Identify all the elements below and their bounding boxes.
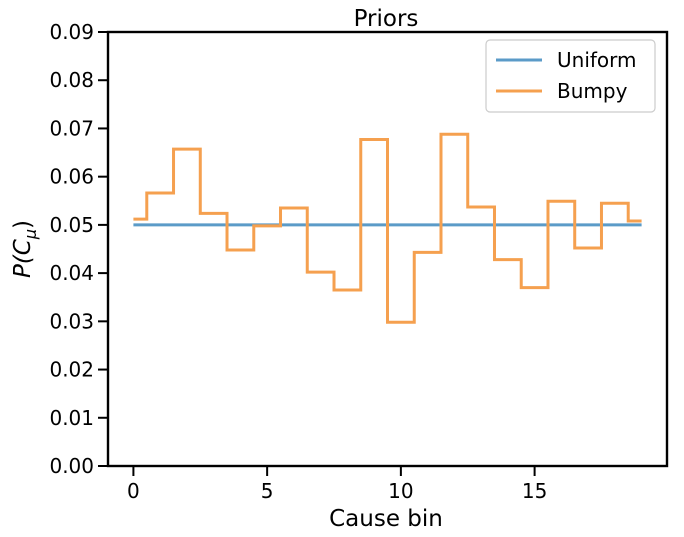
legend-label-uniform: Uniform — [557, 48, 637, 72]
y-axis-title-subscript: μ — [21, 229, 40, 240]
x-axis-title: Cause bin — [329, 506, 443, 532]
series-line-bumpy — [133, 132, 642, 324]
y-tick-label: 0.04 — [49, 261, 94, 285]
y-tick-label: 0.08 — [49, 68, 94, 92]
plot-frame — [106, 30, 669, 468]
x-tick-label: 0 — [127, 479, 140, 503]
y-axis-title-close: ) — [10, 220, 36, 229]
y-tick-label: 0.03 — [49, 309, 94, 333]
y-tick-label: 0.06 — [49, 165, 94, 189]
x-tick-label: 15 — [522, 479, 547, 503]
y-axis: 0.00 0.01 0.02 0.03 0.04 0.05 0.06 0.07 0.08 0.09 — [49, 20, 108, 478]
y-tick-label: 0.02 — [49, 358, 94, 382]
x-axis: 0 5 10 15 — [127, 466, 547, 503]
y-axis-title: P(Cμ) — [10, 220, 40, 278]
legend-box — [485, 39, 656, 113]
y-axis-title-main: P(C — [10, 239, 36, 278]
x-tick-label: 5 — [261, 479, 274, 503]
chart-title: Priors — [354, 6, 419, 32]
x-tick-label: 10 — [388, 479, 413, 503]
plot-area — [133, 132, 642, 324]
y-tick-label: 0.00 — [49, 454, 94, 478]
legend: Uniform Bumpy — [485, 39, 656, 113]
legend-label-bumpy: Bumpy — [557, 79, 628, 103]
y-tick-label: 0.09 — [49, 20, 94, 44]
y-tick-label: 0.05 — [49, 213, 94, 237]
y-tick-label: 0.01 — [49, 406, 94, 430]
y-tick-label: 0.07 — [49, 116, 94, 140]
